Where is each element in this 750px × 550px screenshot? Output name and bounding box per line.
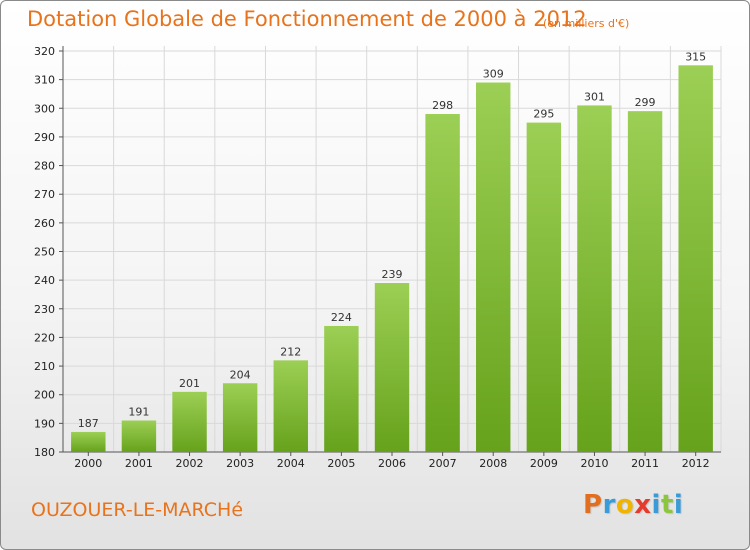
proxiti-logo[interactable]: Proxiti <box>583 490 683 520</box>
data-label: 204 <box>230 368 251 381</box>
y-tick-label: 270 <box>34 188 55 201</box>
chart-title: Dotation Globale de Fonctionnement de 20… <box>27 7 587 31</box>
bar <box>476 82 511 452</box>
x-tick-label: 2011 <box>631 457 659 470</box>
y-tick-label: 290 <box>34 131 55 144</box>
chart-subtitle: (en milliers d'€) <box>543 17 630 30</box>
bar <box>627 111 663 453</box>
y-tick-label: 190 <box>34 417 55 430</box>
y-tick-label: 260 <box>34 217 55 230</box>
brand-letter: o <box>615 490 635 520</box>
bar <box>374 283 410 452</box>
x-tick-label: 2007 <box>429 457 457 470</box>
bar <box>678 65 713 453</box>
brand-letter: i <box>651 490 661 520</box>
x-tick-label: 2010 <box>580 457 608 470</box>
brand-letter: x <box>634 490 652 520</box>
y-tick-label: 240 <box>34 274 55 287</box>
data-label: 299 <box>635 96 656 109</box>
y-tick-label: 300 <box>34 102 55 115</box>
data-label: 301 <box>584 90 605 103</box>
x-tick-label: 2002 <box>176 457 204 470</box>
bar <box>273 360 308 452</box>
x-tick-label: 2005 <box>327 457 355 470</box>
y-tick-label: 280 <box>34 160 55 173</box>
y-tick-label: 200 <box>34 389 55 402</box>
brand-letter: i <box>673 490 684 520</box>
bars <box>71 65 713 453</box>
bar <box>526 122 562 452</box>
x-tick-label: 2012 <box>682 457 710 470</box>
data-label: 309 <box>483 68 504 81</box>
data-label: 191 <box>128 405 149 418</box>
x-axis-ticks: 2000 2001 2002 2003 2004 2005 2006 2007 2008 2009… <box>74 452 710 470</box>
x-tick-label: 2009 <box>530 457 558 470</box>
y-axis-ticks: 180 190 200 210 220 230 240 250 260 270 280 290 300 3… <box>34 45 63 459</box>
data-label: 187 <box>78 417 99 430</box>
y-tick-label: 230 <box>34 303 55 316</box>
data-label: 239 <box>382 268 403 281</box>
x-tick-label: 2004 <box>277 457 305 470</box>
bar <box>577 105 612 453</box>
data-label: 224 <box>331 311 352 324</box>
bar <box>425 114 460 452</box>
brand-letter: r <box>602 490 616 520</box>
data-label: 201 <box>179 377 200 390</box>
x-tick-label: 2008 <box>479 457 507 470</box>
y-tick-label: 220 <box>34 331 55 344</box>
data-labels: 187 191 201 204 212 224 239 298 309 295 301 299 315 <box>78 50 706 430</box>
bar <box>71 431 106 452</box>
data-label: 298 <box>432 99 453 112</box>
brand-letter: P <box>583 490 603 520</box>
data-label: 212 <box>280 345 301 358</box>
y-tick-label: 210 <box>34 360 55 373</box>
y-tick-label: 250 <box>34 246 55 259</box>
brand-letter: t <box>660 490 674 520</box>
bar <box>222 383 258 452</box>
bar <box>324 325 359 452</box>
y-tick-label: 180 <box>34 446 55 459</box>
y-tick-label: 320 <box>34 45 55 58</box>
data-label: 295 <box>533 108 554 121</box>
x-tick-label: 2000 <box>74 457 102 470</box>
data-label: 315 <box>685 50 706 63</box>
commune-name: OUZOUER-LE-MARCHé <box>31 499 244 521</box>
x-tick-label: 2001 <box>125 457 153 470</box>
y-tick-label: 310 <box>34 74 55 87</box>
x-tick-label: 2003 <box>226 457 254 470</box>
x-tick-label: 2006 <box>378 457 406 470</box>
bar <box>121 420 157 452</box>
bar <box>172 391 207 452</box>
